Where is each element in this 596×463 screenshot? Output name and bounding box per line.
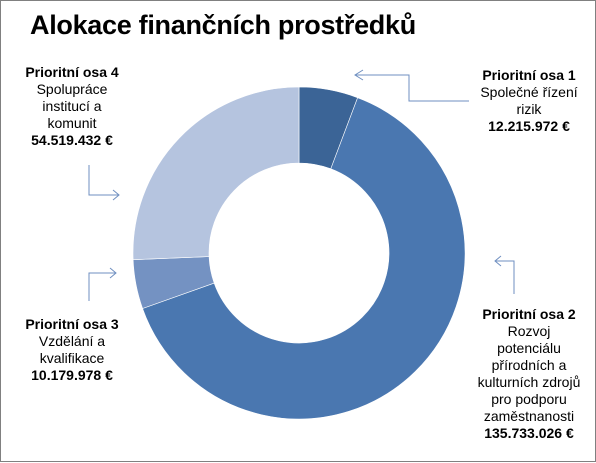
data-label-osa-1: Prioritní osa 1 Společné řízení rizik 12… <box>469 67 589 135</box>
data-label-text: potenciálu <box>497 340 561 356</box>
data-label-text: Spolupráce <box>36 81 108 97</box>
data-label-text: Společné řízení <box>480 84 578 100</box>
leader-arrows <box>88 69 515 301</box>
data-label-text: zaměstnanosti <box>483 408 575 424</box>
arrowhead-osa-2 <box>494 255 502 267</box>
data-label-name: Prioritní osa 1 <box>482 67 576 83</box>
data-label-value: 54.519.432 € <box>31 132 113 148</box>
data-label-value: 10.179.978 € <box>31 367 113 383</box>
data-label-text: rizik <box>516 101 542 117</box>
data-label-value: 12.215.972 € <box>488 118 570 134</box>
donut-slices <box>132 86 466 420</box>
data-label-text: institucí a <box>42 98 102 114</box>
leader-arrow-osa-4 <box>88 165 119 196</box>
data-label-value: 135.733.026 € <box>484 425 574 441</box>
data-label-text: Vzdělání a <box>38 333 106 349</box>
arrowhead-osa-1 <box>354 69 364 81</box>
donut-slice-osa-4 <box>132 86 300 260</box>
data-label-text: pro podporu <box>491 391 567 407</box>
data-label-text: kulturních zdrojů <box>477 374 581 390</box>
data-label-osa-2: Prioritní osa 2 Rozvoj potenciálu přírod… <box>467 306 591 442</box>
data-label-text: kvalifikace <box>39 350 105 366</box>
leader-arrow-osa-2 <box>495 260 515 294</box>
arrowhead-osa-4 <box>112 189 120 201</box>
leader-arrow-osa-1 <box>355 74 469 102</box>
data-label-text: přírodních a <box>491 357 567 373</box>
data-label-name: Prioritní osa 3 <box>25 316 119 332</box>
data-label-text: Rozvoj <box>507 323 551 339</box>
data-label-name: Prioritní osa 2 <box>482 306 576 322</box>
donut-slice-osa-2 <box>142 97 466 420</box>
data-label-osa-3: Prioritní osa 3 Vzdělání a kvalifikace 1… <box>7 316 137 384</box>
leader-arrow-osa-3 <box>88 272 116 301</box>
chart-title: Alokace finančních prostředků <box>30 10 416 40</box>
data-label-osa-4: Prioritní osa 4 Spolupráce institucí a k… <box>7 64 137 149</box>
data-label-text: komunit <box>47 115 97 131</box>
data-label-name: Prioritní osa 4 <box>25 64 119 80</box>
arrowhead-osa-3 <box>109 267 117 279</box>
